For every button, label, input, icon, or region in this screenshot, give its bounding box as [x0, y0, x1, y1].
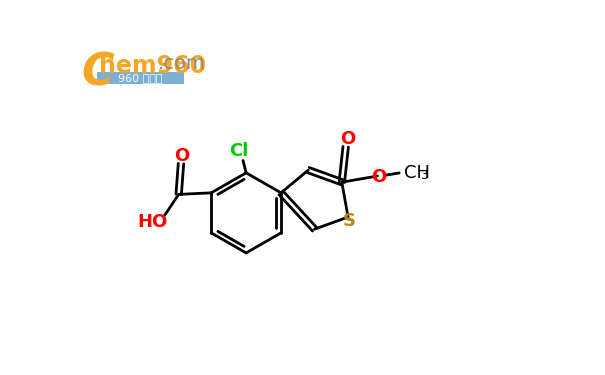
Text: CH: CH [404, 164, 430, 182]
Text: .com: .com [158, 54, 206, 73]
Text: Cl: Cl [229, 142, 248, 160]
FancyBboxPatch shape [97, 72, 184, 84]
Text: 960 化工网: 960 化工网 [119, 73, 163, 83]
Text: HO: HO [137, 213, 168, 231]
Text: hem960: hem960 [99, 54, 206, 78]
Text: S: S [343, 212, 356, 230]
Text: O: O [371, 168, 386, 186]
Text: C: C [82, 51, 114, 94]
Text: 3: 3 [420, 169, 428, 182]
Text: O: O [174, 147, 189, 165]
Text: O: O [339, 130, 355, 148]
